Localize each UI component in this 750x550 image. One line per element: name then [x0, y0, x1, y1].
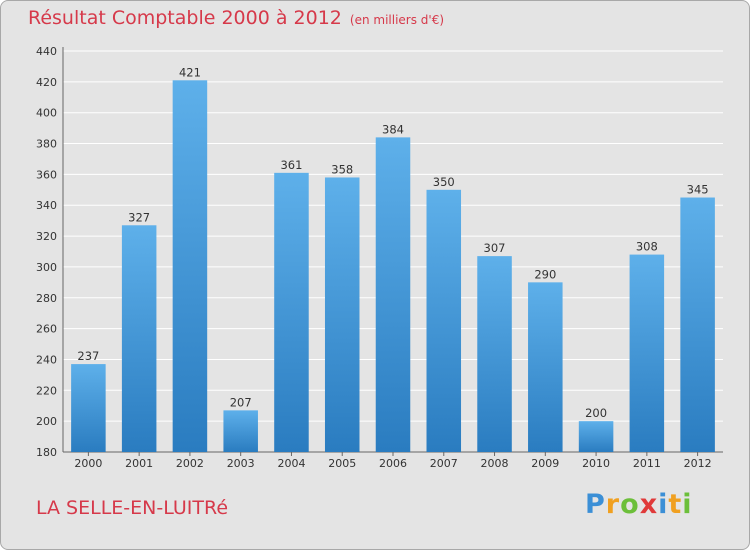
bar-2004 [274, 172, 309, 453]
y-tick-label: 220 [36, 384, 57, 397]
bar-2009 [528, 282, 563, 452]
y-tick-label: 320 [36, 230, 57, 243]
value-label-2012: 345 [687, 183, 709, 197]
y-tick-label: 420 [36, 76, 57, 89]
y-tick-label: 300 [36, 261, 57, 274]
chart-title: Résultat Comptable 2000 à 2012 (en millie… [28, 7, 444, 29]
value-label-2010: 200 [585, 406, 607, 420]
value-label-2000: 237 [77, 349, 99, 363]
value-label-2002: 421 [179, 65, 201, 79]
y-tick-label: 380 [36, 138, 57, 151]
y-tick-label: 340 [36, 199, 57, 212]
logo-letter: t [668, 489, 683, 520]
x-tick-label-2002: 2002 [176, 457, 204, 470]
logo-letter: i [682, 489, 693, 520]
bar-2002 [172, 80, 208, 453]
x-tick-label-2000: 2000 [74, 457, 102, 470]
commune-name: LA SELLE-EN-LUITRé [36, 497, 229, 519]
logo-letter: P [585, 489, 606, 520]
value-label-2007: 350 [433, 175, 455, 189]
y-tick-label: 200 [36, 415, 57, 428]
value-label-2009: 290 [534, 267, 556, 281]
x-tick-label-2005: 2005 [328, 457, 356, 470]
bar-2000 [71, 364, 106, 452]
value-label-2004: 361 [280, 158, 302, 172]
x-tick-label-2006: 2006 [379, 457, 407, 470]
value-label-2003: 207 [230, 395, 252, 409]
y-tick-label: 400 [36, 107, 57, 120]
bar-chart: 180 200 220 240 260 280 300 320 340 360 380 400 420 4… [36, 45, 723, 470]
bar-2010 [578, 421, 614, 452]
y-tick-label: 240 [36, 353, 57, 366]
bar-2008 [477, 256, 512, 452]
x-tick-label-2007: 2007 [430, 457, 458, 470]
y-tick-label: 360 [36, 168, 57, 181]
bar-2006 [375, 137, 411, 452]
bar-2003 [223, 410, 258, 452]
value-label-2005: 358 [331, 162, 353, 176]
bar-2005 [324, 177, 360, 452]
bar-2001 [121, 225, 157, 452]
value-label-2011: 308 [636, 240, 658, 254]
y-tick-label: 180 [36, 446, 57, 459]
value-label-2006: 384 [382, 122, 404, 136]
x-tick-label-2004: 2004 [277, 457, 305, 470]
x-tick-label-2008: 2008 [481, 457, 509, 470]
x-tick-label-2010: 2010 [582, 457, 610, 470]
y-tick-label: 280 [36, 292, 57, 305]
bar-2011 [629, 254, 665, 452]
unit-note: (en milliers d'€) [349, 13, 445, 27]
logo-letter: o [620, 489, 640, 520]
bar-2012 [680, 197, 715, 452]
logo-letter: x [639, 489, 659, 520]
y-tick-label: 260 [36, 323, 57, 336]
logo-letter: r [605, 489, 621, 520]
x-tick-label-2003: 2003 [227, 457, 255, 470]
logo-letter: i [658, 489, 669, 520]
title-text: Résultat Comptable 2000 à 2012 [28, 7, 342, 29]
x-tick-label-2012: 2012 [684, 457, 712, 470]
bar-2007 [426, 189, 462, 453]
x-tick-label-2011: 2011 [633, 457, 661, 470]
x-tick-label-2009: 2009 [531, 457, 559, 470]
y-tick-label: 440 [36, 45, 57, 58]
value-label-2008: 307 [484, 241, 506, 255]
proxiti-logo: Proxiti [585, 489, 693, 520]
value-label-2001: 327 [128, 210, 150, 224]
x-tick-label-2001: 2001 [125, 457, 153, 470]
